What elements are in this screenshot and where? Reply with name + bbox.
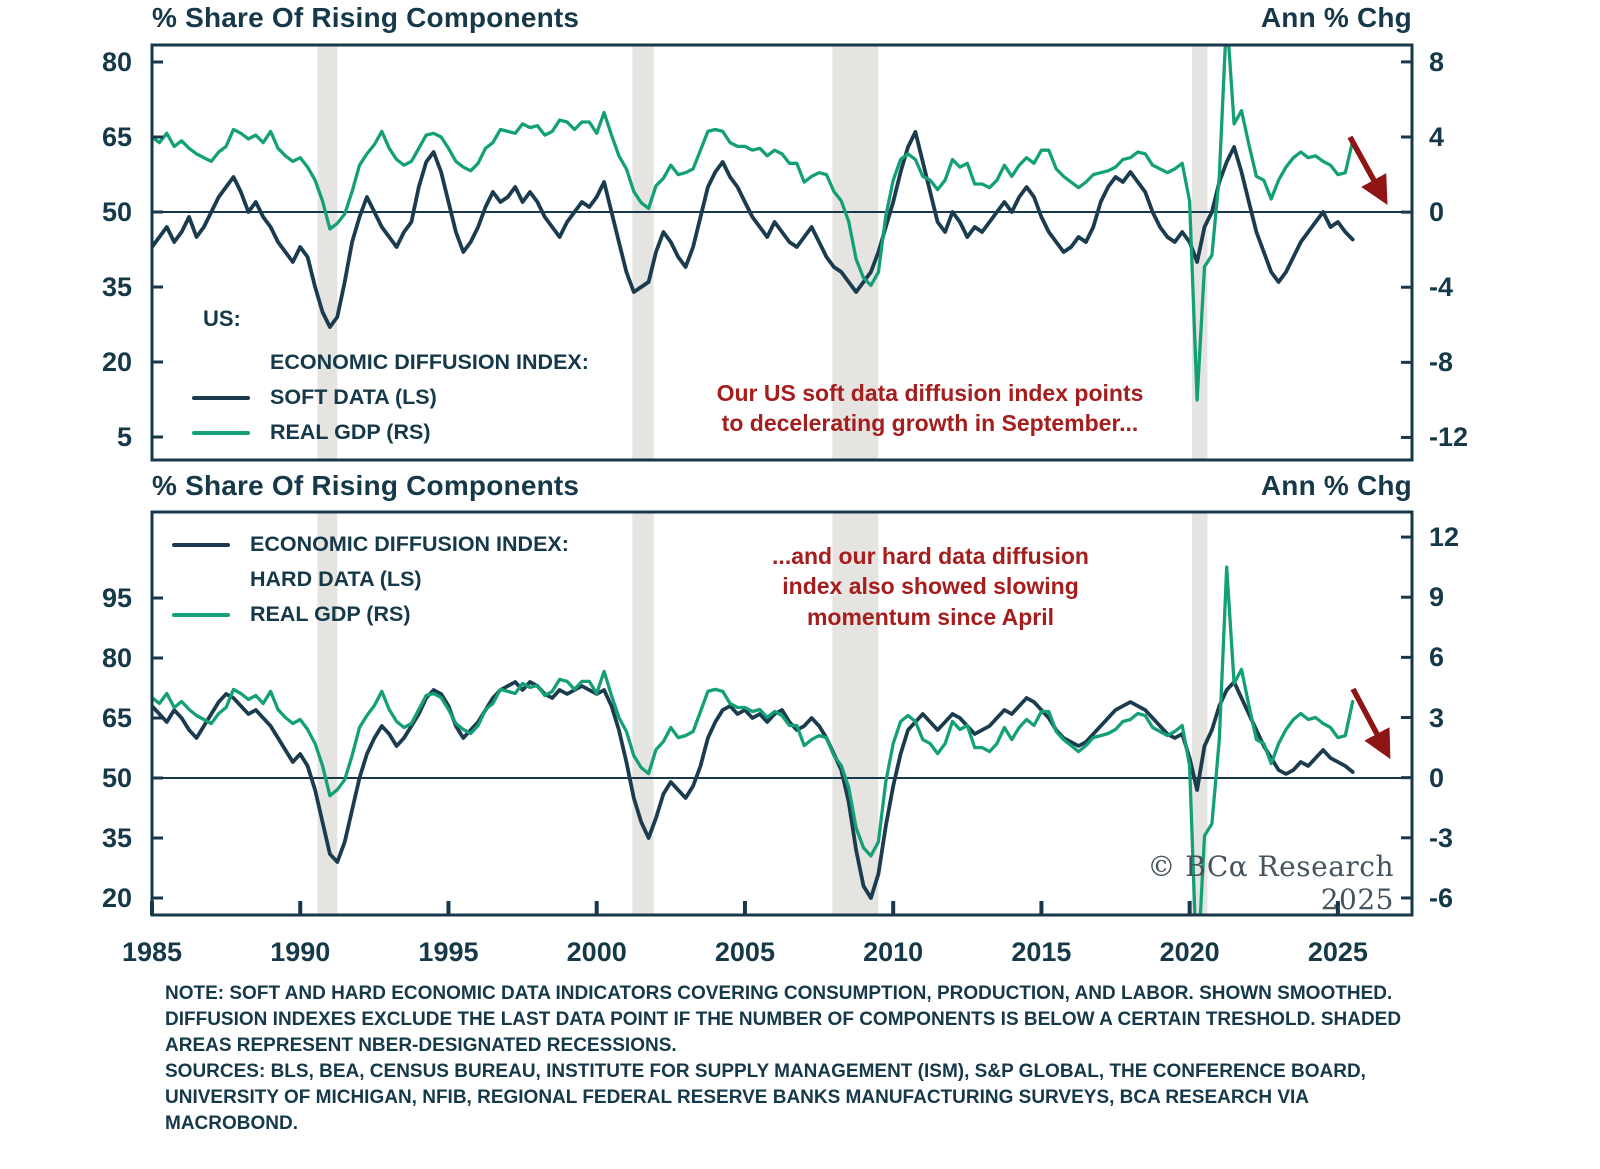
top-panel-title-right: Ann % Chg — [1260, 2, 1412, 33]
note-text: NOTE: SOFT AND HARD ECONOMIC DATA INDICA… — [165, 983, 1402, 1057]
legend-swatch-cell — [192, 430, 270, 435]
legend-label-real-gdp: REAL GDP (RS) — [270, 420, 431, 444]
series-line-real-gdp — [152, 565, 1355, 915]
soft-data-line-swatch — [192, 395, 250, 400]
chart-frame — [150, 510, 1414, 917]
legend-swatch-cell — [172, 542, 250, 547]
legend-label-diffusion-title: ECONOMIC DIFFUSION INDEX: — [270, 350, 589, 374]
legend-label-soft-data: SOFT DATA (LS) — [270, 385, 437, 409]
legend-bottom: ECONOMIC DIFFUSION INDEX: HARD DATA (LS)… — [172, 527, 569, 632]
legend-label-real-gdp: REAL GDP (RS) — [250, 602, 411, 626]
legend-row: SOFT DATA (LS) — [192, 380, 589, 415]
recession-band — [1192, 512, 1208, 915]
bottom-annotation: ...and our hard data diffusion index als… — [772, 543, 1089, 630]
legend-swatch-cell — [192, 395, 270, 400]
recession-band — [317, 45, 338, 460]
legend-us-label: US: — [203, 306, 241, 331]
real-gdp-line-swatch — [172, 612, 230, 617]
bottom-panel-title-right: Ann % Chg — [1260, 470, 1412, 501]
recession-band — [632, 512, 654, 915]
legend-label-hard-data: HARD DATA (LS) — [250, 567, 422, 591]
trend-arrow — [1347, 135, 1388, 206]
series-line-real-gdp — [152, 45, 1355, 402]
sources-text: SOURCES: BLS, BEA, CENSUS BUREAU, INSTIT… — [165, 1061, 1366, 1135]
legend-swatch-cell — [172, 612, 250, 617]
legend-row: ECONOMIC DIFFUSION INDEX: — [192, 345, 589, 380]
bottom-panel-title-left: % Share Of Rising Components — [152, 470, 580, 501]
bca-research-watermark: © BCα Research 2025 — [1147, 850, 1394, 916]
hard-data-line-swatch — [172, 542, 230, 547]
real-gdp-line-swatch — [192, 430, 250, 435]
recession-band — [632, 45, 654, 460]
chart-frame — [150, 43, 1414, 462]
legend-top: ECONOMIC DIFFUSION INDEX: SOFT DATA (LS)… — [192, 345, 589, 450]
legend-label-diffusion-title: ECONOMIC DIFFUSION INDEX: — [250, 532, 569, 556]
legend-row: ECONOMIC DIFFUSION INDEX: — [172, 527, 569, 562]
top-panel-title-left: % Share Of Rising Components — [152, 2, 580, 33]
trend-arrow — [1350, 687, 1391, 760]
series-line-diffusion-index — [152, 130, 1355, 329]
top-annotation: Our US soft data diffusion index points … — [716, 380, 1144, 437]
legend-row: REAL GDP (RS) — [192, 415, 589, 450]
series-line-diffusion-index — [152, 680, 1355, 900]
footnotes: NOTE: SOFT AND HARD ECONOMIC DATA INDICA… — [165, 981, 1405, 1137]
legend-row: REAL GDP (RS) — [172, 597, 569, 632]
legend-row: HARD DATA (LS) — [172, 562, 569, 597]
